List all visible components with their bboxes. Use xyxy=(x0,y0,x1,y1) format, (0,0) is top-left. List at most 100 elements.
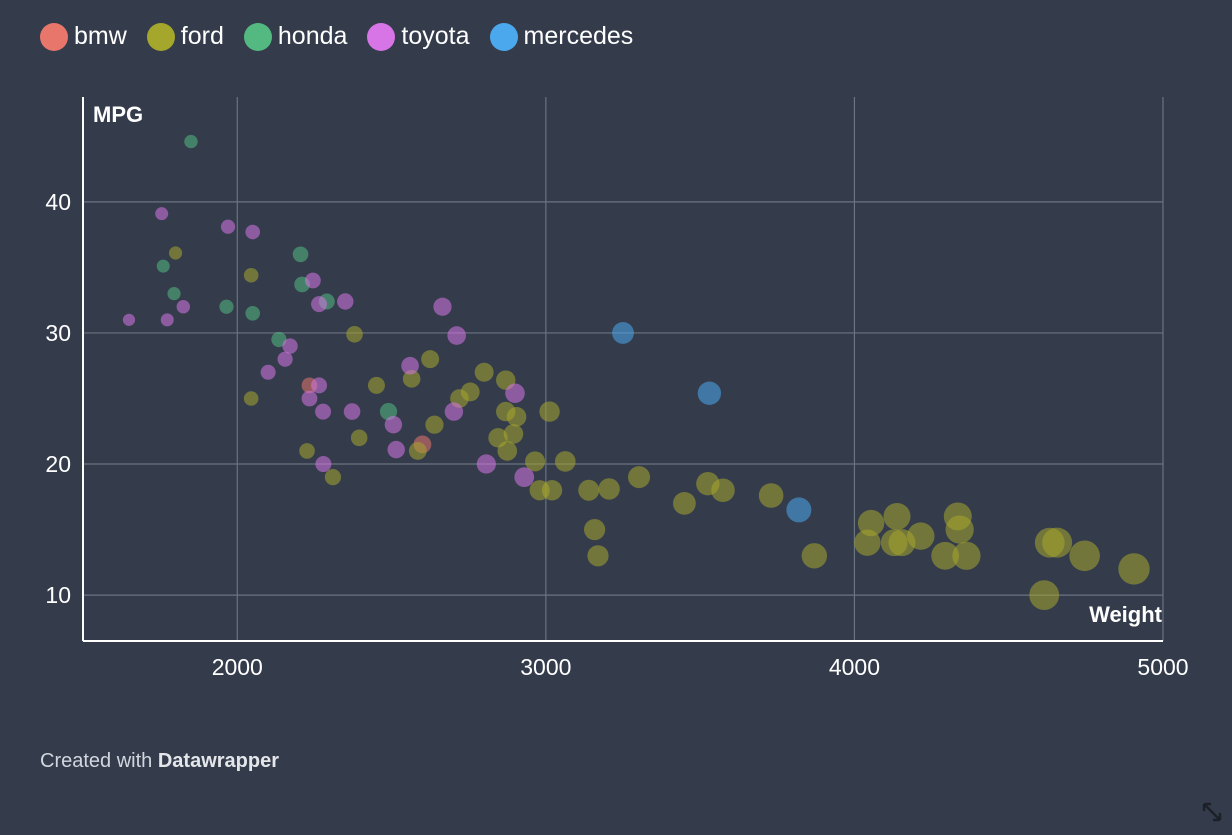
data-point-ford xyxy=(408,442,427,460)
footer-credit: Created with Datawrapper xyxy=(40,750,279,773)
data-point-honda xyxy=(271,331,287,348)
data-point-ford xyxy=(539,401,560,422)
data-point-toyota xyxy=(176,300,190,314)
legend-item-toyota[interactable]: toyota xyxy=(367,22,470,51)
data-point-ford xyxy=(402,370,421,388)
y-tick-label: 40 xyxy=(45,189,71,215)
data-point-toyota xyxy=(343,403,361,420)
data-point-toyota xyxy=(514,467,535,488)
data-point-ford xyxy=(474,362,494,382)
x-tick-label: 5000 xyxy=(1137,654,1188,680)
resize-icon[interactable] xyxy=(1200,800,1224,824)
data-point-toyota xyxy=(476,454,496,474)
data-point-toyota xyxy=(311,296,328,313)
data-point-ford xyxy=(460,382,480,402)
data-point-ford xyxy=(945,515,974,544)
data-point-ford xyxy=(628,466,651,489)
data-point-ford xyxy=(857,509,885,537)
data-point-ford xyxy=(421,350,440,369)
data-point-toyota xyxy=(282,338,298,354)
x-axis-label: Weight xyxy=(1089,602,1163,627)
x-tick-label: 2000 xyxy=(212,654,263,680)
data-point-toyota xyxy=(155,207,169,221)
data-point-ford xyxy=(324,469,342,486)
data-point-ford xyxy=(525,451,546,472)
data-point-honda xyxy=(245,305,261,321)
data-point-ford xyxy=(299,443,315,459)
data-point-ford xyxy=(801,543,828,569)
data-point-toyota xyxy=(301,390,318,407)
legend-label-honda: honda xyxy=(277,22,348,50)
y-tick-label: 30 xyxy=(45,320,71,346)
data-point-toyota xyxy=(160,313,174,327)
data-point-honda xyxy=(156,259,170,273)
legend-item-honda[interactable]: honda xyxy=(243,22,348,51)
legend-item-ford[interactable]: ford xyxy=(146,22,224,51)
legend-label-toyota: toyota xyxy=(401,22,470,50)
data-point-ford xyxy=(506,407,527,427)
data-point-toyota xyxy=(387,440,405,459)
legend-label-ford: ford xyxy=(180,22,224,50)
legend-label-mercedes: mercedes xyxy=(523,22,634,50)
data-point-ford xyxy=(1042,527,1073,558)
data-point-honda xyxy=(184,134,198,149)
data-point-ford xyxy=(168,246,183,260)
data-point-ford xyxy=(598,478,620,500)
footer-prefix: Created with xyxy=(40,750,158,772)
data-point-toyota xyxy=(433,297,452,316)
data-point-ford xyxy=(711,478,735,503)
y-axis-label: MPG xyxy=(93,102,143,127)
data-point-ford xyxy=(1029,580,1060,611)
data-point-ford xyxy=(503,424,524,444)
data-point-ford xyxy=(367,376,385,394)
data-point-mercedes xyxy=(786,497,812,523)
y-tick-label: 10 xyxy=(45,582,71,608)
data-point-ford xyxy=(907,522,935,550)
data-point-honda xyxy=(379,403,398,421)
data-point-toyota xyxy=(444,402,464,421)
x-tick-label: 3000 xyxy=(520,654,571,680)
data-point-toyota xyxy=(337,293,354,310)
legend-item-mercedes[interactable]: mercedes xyxy=(489,22,634,51)
data-point-ford xyxy=(541,480,563,501)
data-point-toyota xyxy=(315,456,332,473)
data-point-toyota xyxy=(311,377,328,394)
legend-swatch-honda xyxy=(243,22,272,51)
data-point-ford xyxy=(554,451,576,472)
data-point-ford xyxy=(578,479,600,501)
data-point-mercedes xyxy=(612,322,634,344)
data-point-toyota xyxy=(245,224,261,240)
data-point-ford xyxy=(243,267,259,283)
data-point-ford xyxy=(346,325,363,343)
data-point-ford xyxy=(425,415,444,434)
legend-swatch-toyota xyxy=(367,22,396,51)
legend: bmw ford honda toyota mercedes xyxy=(40,22,633,51)
data-point-ford xyxy=(243,391,259,406)
footer-brand[interactable]: Datawrapper xyxy=(157,750,279,772)
x-tick-label: 4000 xyxy=(829,654,880,680)
data-point-ford xyxy=(854,529,881,556)
data-point-toyota xyxy=(505,383,525,404)
data-point-ford xyxy=(1118,553,1150,585)
data-point-ford xyxy=(673,491,696,515)
data-point-ford xyxy=(350,429,368,447)
data-point-toyota xyxy=(384,416,403,434)
data-point-ford xyxy=(497,441,518,461)
legend-swatch-mercedes xyxy=(489,22,518,51)
data-point-toyota xyxy=(304,272,321,289)
data-point-toyota xyxy=(277,351,293,367)
data-point-ford xyxy=(758,483,784,508)
legend-swatch-ford xyxy=(146,22,175,51)
legend-item-bmw[interactable]: bmw xyxy=(40,22,127,51)
data-point-mercedes xyxy=(697,381,722,405)
data-point-toyota xyxy=(315,403,332,420)
data-point-ford xyxy=(952,541,981,570)
data-point-toyota xyxy=(401,356,419,375)
data-point-ford xyxy=(883,502,911,530)
data-point-ford xyxy=(1069,540,1100,572)
data-point-ford xyxy=(931,541,960,570)
y-tick-label: 20 xyxy=(45,451,71,477)
data-point-ford xyxy=(584,518,606,541)
data-point-toyota xyxy=(122,313,136,326)
data-point-honda xyxy=(167,287,181,301)
